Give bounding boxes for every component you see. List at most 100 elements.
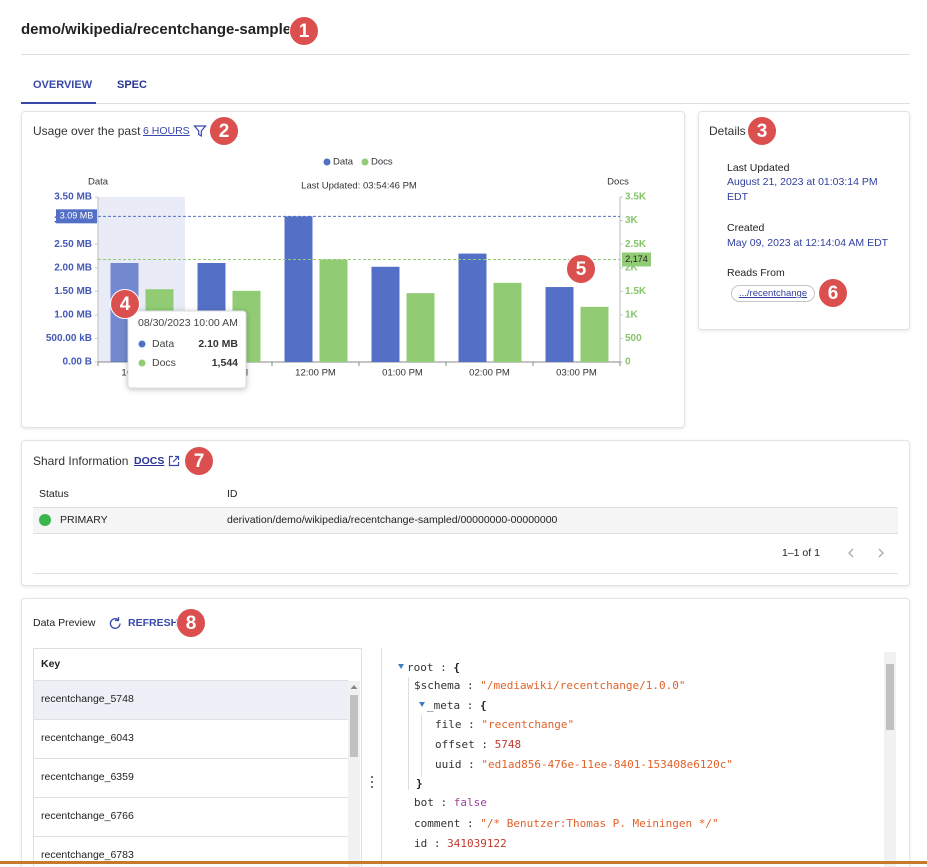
key-cell: recentchange_6359: [41, 771, 134, 783]
refresh-icon[interactable]: [108, 616, 123, 631]
range-link[interactable]: 6 HOURS: [143, 125, 190, 137]
tree-line: file : "recentchange": [435, 717, 574, 733]
column-header: ID: [227, 488, 238, 500]
filter-icon[interactable]: [193, 124, 207, 138]
docs-link[interactable]: DOCS: [134, 455, 165, 467]
scrollbar-thumb[interactable]: [886, 664, 894, 730]
y2-tick-label: 3K: [625, 215, 639, 226]
tooltip-swatch: [138, 359, 146, 367]
y-tick-label: 2.00 MB: [54, 262, 92, 273]
tree-line: root : {: [407, 660, 460, 676]
tooltip-swatch: [138, 340, 146, 348]
shard-title: Shard Information: [33, 454, 129, 468]
shard-id: derivation/demo/wikipedia/recentchange-s…: [227, 514, 558, 526]
json-key: root: [407, 661, 434, 674]
json-key: $schema: [414, 679, 461, 692]
y-tick-label: 1.50 MB: [54, 286, 92, 297]
legend-swatch: [361, 158, 369, 166]
status-dot: [39, 514, 51, 526]
preview-title: Data Preview: [33, 617, 96, 629]
collection-chip[interactable]: .../recentchange: [731, 285, 816, 302]
key-cell: recentchange_6766: [41, 810, 134, 822]
y-tick-label: 1.00 MB: [54, 309, 92, 320]
key-cell: recentchange_5748: [41, 693, 134, 705]
json-value: 5748: [494, 738, 522, 751]
chart-subtitle: Last Updated: 03:54:46 PM: [301, 181, 417, 192]
json-key: file: [435, 718, 462, 731]
divider: [21, 103, 910, 104]
y-tick-label: 500.00 kB: [46, 333, 92, 344]
field-value: May 09, 2023 at 12:14:04 AM EDT: [727, 237, 889, 249]
field-label: Reads From: [727, 267, 785, 279]
y2-tick-label: 500: [625, 333, 642, 344]
tooltip: [127, 310, 247, 389]
tab[interactable]: SPEC: [117, 79, 147, 91]
divider: [21, 54, 910, 55]
tree-line: id : 341039122: [414, 836, 507, 852]
json-separator: :: [466, 817, 474, 830]
tree-line: offset : 5748: [435, 737, 521, 753]
json-separator: :: [468, 718, 475, 731]
badge: 2: [209, 116, 239, 146]
bar: [458, 253, 487, 362]
y-axis-title: Data: [88, 177, 109, 188]
marker-label-box: [56, 209, 97, 224]
y2-tick-label: 3.5K: [625, 192, 647, 203]
expand-caret[interactable]: [419, 702, 425, 707]
field-value: August 21, 2023 at 01:03:14 PM EDT: [727, 176, 878, 203]
field-label: Created: [727, 222, 765, 234]
scrollbar-thumb[interactable]: [350, 695, 358, 757]
divider: [33, 680, 348, 681]
divider: [33, 507, 898, 508]
badge: 1: [289, 16, 319, 46]
bar: [406, 293, 435, 362]
json-value: "/* Benutzer:Thomas P. Meiningen */": [480, 817, 719, 830]
column-header: Status: [39, 488, 69, 500]
tab[interactable]: OVERVIEW: [33, 79, 93, 91]
divider: [33, 573, 898, 574]
pagination-arrows[interactable]: [844, 546, 890, 560]
json-value: {: [453, 661, 460, 674]
json-value: {: [480, 699, 487, 712]
y-tick-label: 3.50 MB: [54, 192, 92, 203]
legend-swatch: [323, 158, 331, 166]
tree-line: $schema : "/mediawiki/recentchange/1.0.0…: [414, 678, 686, 694]
refresh-button[interactable]: REFRESH: [128, 617, 179, 629]
json-separator: :: [440, 796, 448, 809]
tooltip-name: Docs: [152, 357, 176, 369]
json-key: id: [414, 837, 428, 850]
bar: [580, 306, 609, 362]
json-key: bot: [414, 796, 434, 809]
y2-tick-label: 1K: [625, 309, 639, 320]
key-header: Key: [41, 658, 61, 670]
external-link-icon[interactable]: [167, 454, 181, 468]
json-key: _meta: [427, 699, 461, 712]
legend-label: Docs: [371, 157, 393, 168]
tree-line: bot : false: [414, 795, 487, 811]
key-row[interactable]: [34, 759, 348, 798]
bar: [493, 282, 522, 362]
json-key: uuid: [435, 758, 462, 771]
expand-caret[interactable]: [398, 664, 404, 669]
key-row[interactable]: [34, 720, 348, 759]
key-cell: recentchange_6783: [41, 849, 134, 861]
badge: 4: [110, 289, 140, 319]
usage-label: Usage over the past: [33, 124, 141, 138]
json-separator: :: [466, 699, 474, 712]
bar: [545, 287, 574, 362]
marker-label: 2,174: [625, 254, 648, 264]
y2-tick-label: 0: [625, 357, 631, 368]
badge: 7: [184, 446, 214, 476]
key-row[interactable]: [34, 681, 348, 720]
json-value: "ed1ad856-476e-11ee-8401-153408e6120c": [481, 758, 734, 771]
json-value: false: [453, 796, 487, 809]
tree-line: _meta : {: [427, 698, 487, 714]
json-panel: [381, 648, 899, 867]
key-row[interactable]: [34, 798, 348, 837]
marker-label: 3.09 MB: [60, 211, 94, 221]
y2-tick-label: 1.5K: [625, 286, 647, 297]
y2-axis-title: Docs: [607, 177, 629, 188]
scroll-up-icon[interactable]: [349, 683, 359, 691]
resize-handle[interactable]: [368, 774, 376, 790]
